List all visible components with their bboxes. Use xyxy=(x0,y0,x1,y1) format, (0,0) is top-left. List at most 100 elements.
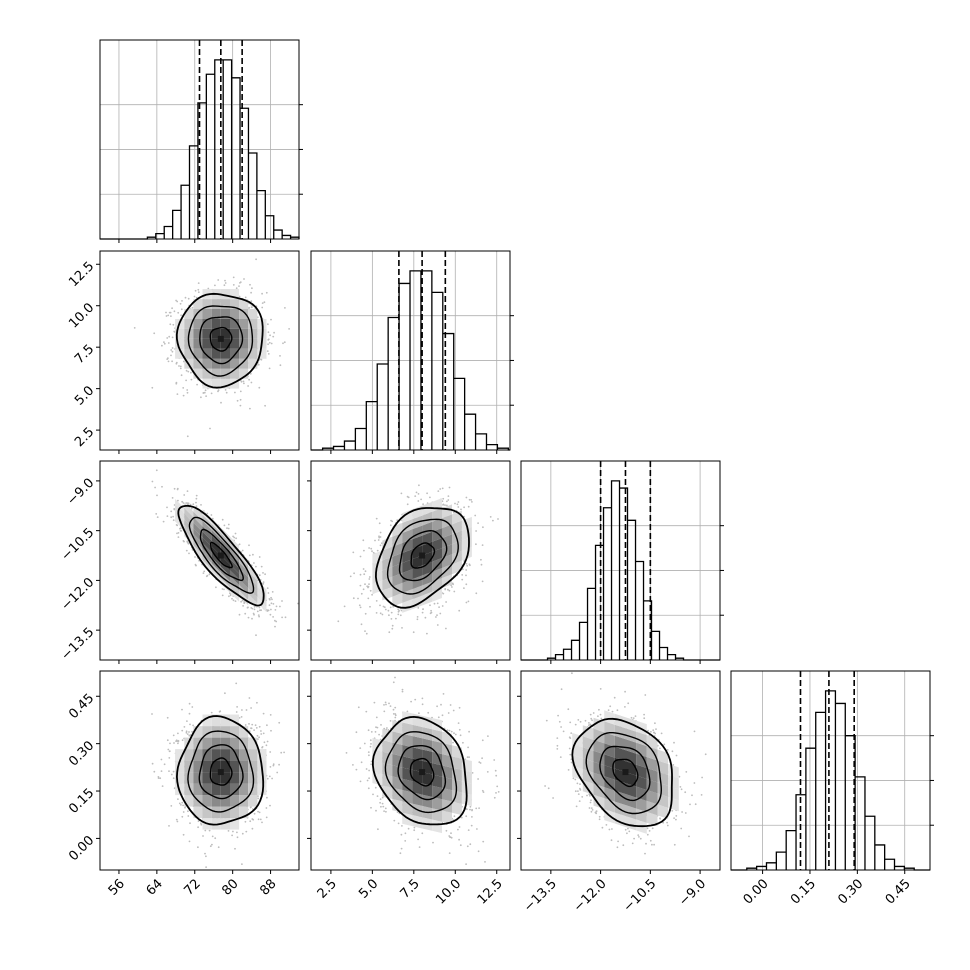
sample-point xyxy=(638,836,640,838)
sample-point xyxy=(262,572,264,574)
sample-point xyxy=(471,772,474,774)
sample-point xyxy=(208,829,211,832)
sample-point xyxy=(229,594,232,597)
sample-point xyxy=(688,835,690,838)
sample-point xyxy=(170,510,173,513)
pair-content xyxy=(345,671,500,865)
sample-point xyxy=(380,724,382,726)
sample-point xyxy=(634,715,637,717)
sample-point xyxy=(601,826,604,829)
sample-point xyxy=(571,672,573,675)
sample-point xyxy=(167,314,170,317)
sample-point xyxy=(260,609,262,612)
sample-point xyxy=(234,600,237,602)
sample-point xyxy=(675,754,678,757)
sample-point xyxy=(465,583,468,586)
contour-1 xyxy=(199,528,244,582)
sample-point xyxy=(200,504,202,506)
sample-point xyxy=(170,773,173,776)
density-cell xyxy=(372,738,383,752)
density-cell xyxy=(442,810,452,825)
sample-point xyxy=(359,573,362,576)
density-cell xyxy=(412,792,423,806)
sample-point xyxy=(357,706,360,709)
density-cell xyxy=(442,788,452,802)
sample-point xyxy=(236,399,239,402)
sample-point xyxy=(269,766,272,768)
sample-point xyxy=(391,520,394,523)
sample-point xyxy=(227,830,230,832)
sample-point xyxy=(588,722,590,724)
sample-point xyxy=(166,716,169,719)
sample-point xyxy=(221,518,224,521)
sample-point xyxy=(264,404,266,407)
sample-point xyxy=(463,506,465,509)
sample-point xyxy=(556,744,559,747)
sample-point xyxy=(258,556,261,558)
sample-point xyxy=(659,747,661,750)
sample-point xyxy=(390,611,393,614)
sample-point xyxy=(624,828,627,831)
sample-point xyxy=(257,738,259,740)
sample-point xyxy=(155,469,158,472)
sample-point xyxy=(643,717,646,720)
sample-point xyxy=(195,505,198,507)
sample-point xyxy=(360,761,363,764)
sample-point xyxy=(256,701,258,704)
density-peak xyxy=(622,769,629,776)
sample-point xyxy=(255,565,257,568)
density-cell xyxy=(646,757,658,772)
sample-point xyxy=(422,503,424,506)
sample-point xyxy=(244,820,247,823)
sample-point xyxy=(401,690,404,693)
density-peak xyxy=(419,769,426,776)
sample-point xyxy=(581,796,584,798)
sample-point xyxy=(169,742,171,745)
sample-point xyxy=(186,490,189,492)
sample-point xyxy=(436,602,439,605)
sample-point xyxy=(469,843,472,846)
panel-frame xyxy=(520,670,721,871)
sample-point xyxy=(179,527,182,530)
sample-point xyxy=(394,713,397,715)
sample-point xyxy=(416,616,419,618)
sample-point xyxy=(701,776,703,779)
density-cell xyxy=(230,737,240,750)
sample-point xyxy=(185,731,188,734)
sample-point xyxy=(211,835,214,838)
sample-point xyxy=(217,846,220,849)
panel-frame xyxy=(99,250,300,451)
density-cell xyxy=(257,783,267,796)
sample-point xyxy=(595,810,598,812)
density-cell xyxy=(211,299,221,309)
sample-point xyxy=(589,713,592,716)
sample-point xyxy=(675,815,678,817)
sample-point xyxy=(694,803,697,806)
sample-point xyxy=(267,353,270,355)
sample-point xyxy=(481,580,484,583)
density-cell xyxy=(442,534,452,549)
sample-point xyxy=(449,704,452,706)
sample-point xyxy=(269,751,272,753)
sample-point xyxy=(463,587,465,589)
density-cell xyxy=(402,559,413,573)
sample-point xyxy=(176,488,179,491)
sample-point xyxy=(232,535,235,538)
sample-point xyxy=(647,729,649,732)
sample-point xyxy=(249,820,252,823)
sample-point xyxy=(173,504,176,506)
sample-point xyxy=(271,591,274,593)
sample-point xyxy=(469,808,471,811)
sample-point xyxy=(453,732,455,735)
sample-point xyxy=(438,606,440,608)
sample-point xyxy=(195,296,198,299)
sample-point xyxy=(258,386,261,389)
sample-point xyxy=(418,484,420,487)
density-cell xyxy=(239,299,249,309)
sample-point xyxy=(197,282,200,284)
sample-point xyxy=(397,613,400,616)
sample-point xyxy=(381,802,384,805)
panel-frame xyxy=(310,250,511,451)
sample-point xyxy=(165,315,168,317)
sample-point xyxy=(349,575,352,578)
